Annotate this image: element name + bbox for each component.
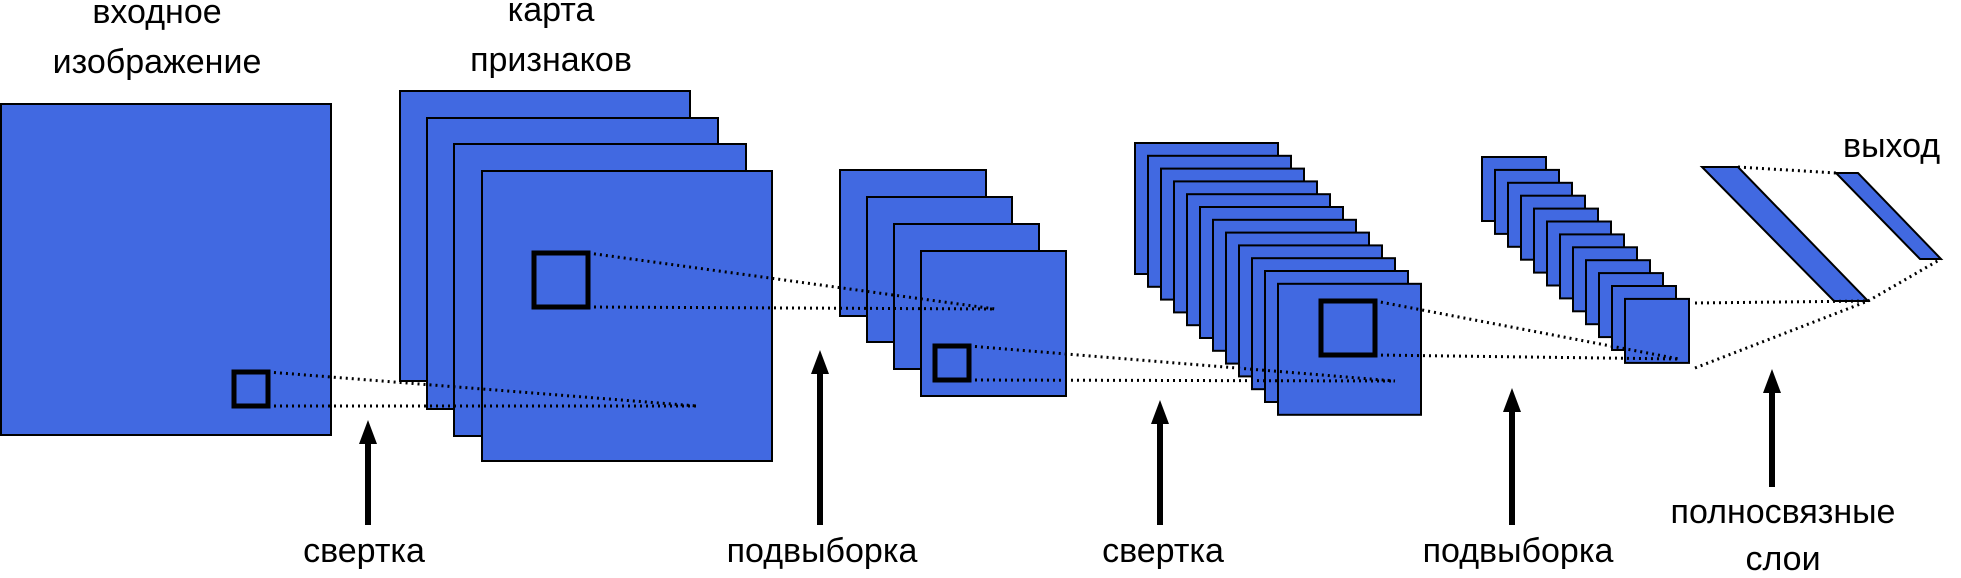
arrow-fc [1763, 369, 1781, 487]
feature-maps-conv2 [1134, 142, 1422, 416]
feature-maps-label-line1: карта [507, 0, 595, 29]
arrow-conv1 [359, 420, 377, 525]
feature-maps-pool1 [839, 169, 1067, 397]
step-label-fc-line1: полносвязные [1670, 493, 1896, 531]
arrow-conv2 [1151, 400, 1169, 525]
arrow-pool1 [811, 350, 829, 525]
feature-map [1624, 297, 1690, 364]
output-label: выход [1843, 127, 1941, 165]
receptive-field-window [231, 369, 271, 409]
input-image-label-line1: входное [92, 0, 222, 31]
step-label-pool1: подвыборка [726, 532, 918, 570]
feature-maps-label-line2: признаков [470, 41, 632, 79]
input-image-label-line2: изображение [52, 43, 262, 81]
receptive-field-window [932, 343, 972, 383]
step-label-conv2: свертка [1102, 532, 1224, 570]
arrow-pool2 [1503, 388, 1521, 525]
receptive-field-window [1318, 298, 1378, 358]
connection-lines [267, 165, 1942, 408]
step-label-conv1: свертка [303, 532, 425, 570]
feature-maps-conv1 [399, 90, 773, 462]
step-label-pool2: подвыборка [1422, 532, 1614, 570]
receptive-field-window [531, 250, 591, 310]
input-image [0, 103, 332, 436]
feature-maps-pool2 [1481, 156, 1690, 364]
step-label-fc-line2: слои [1745, 540, 1821, 578]
